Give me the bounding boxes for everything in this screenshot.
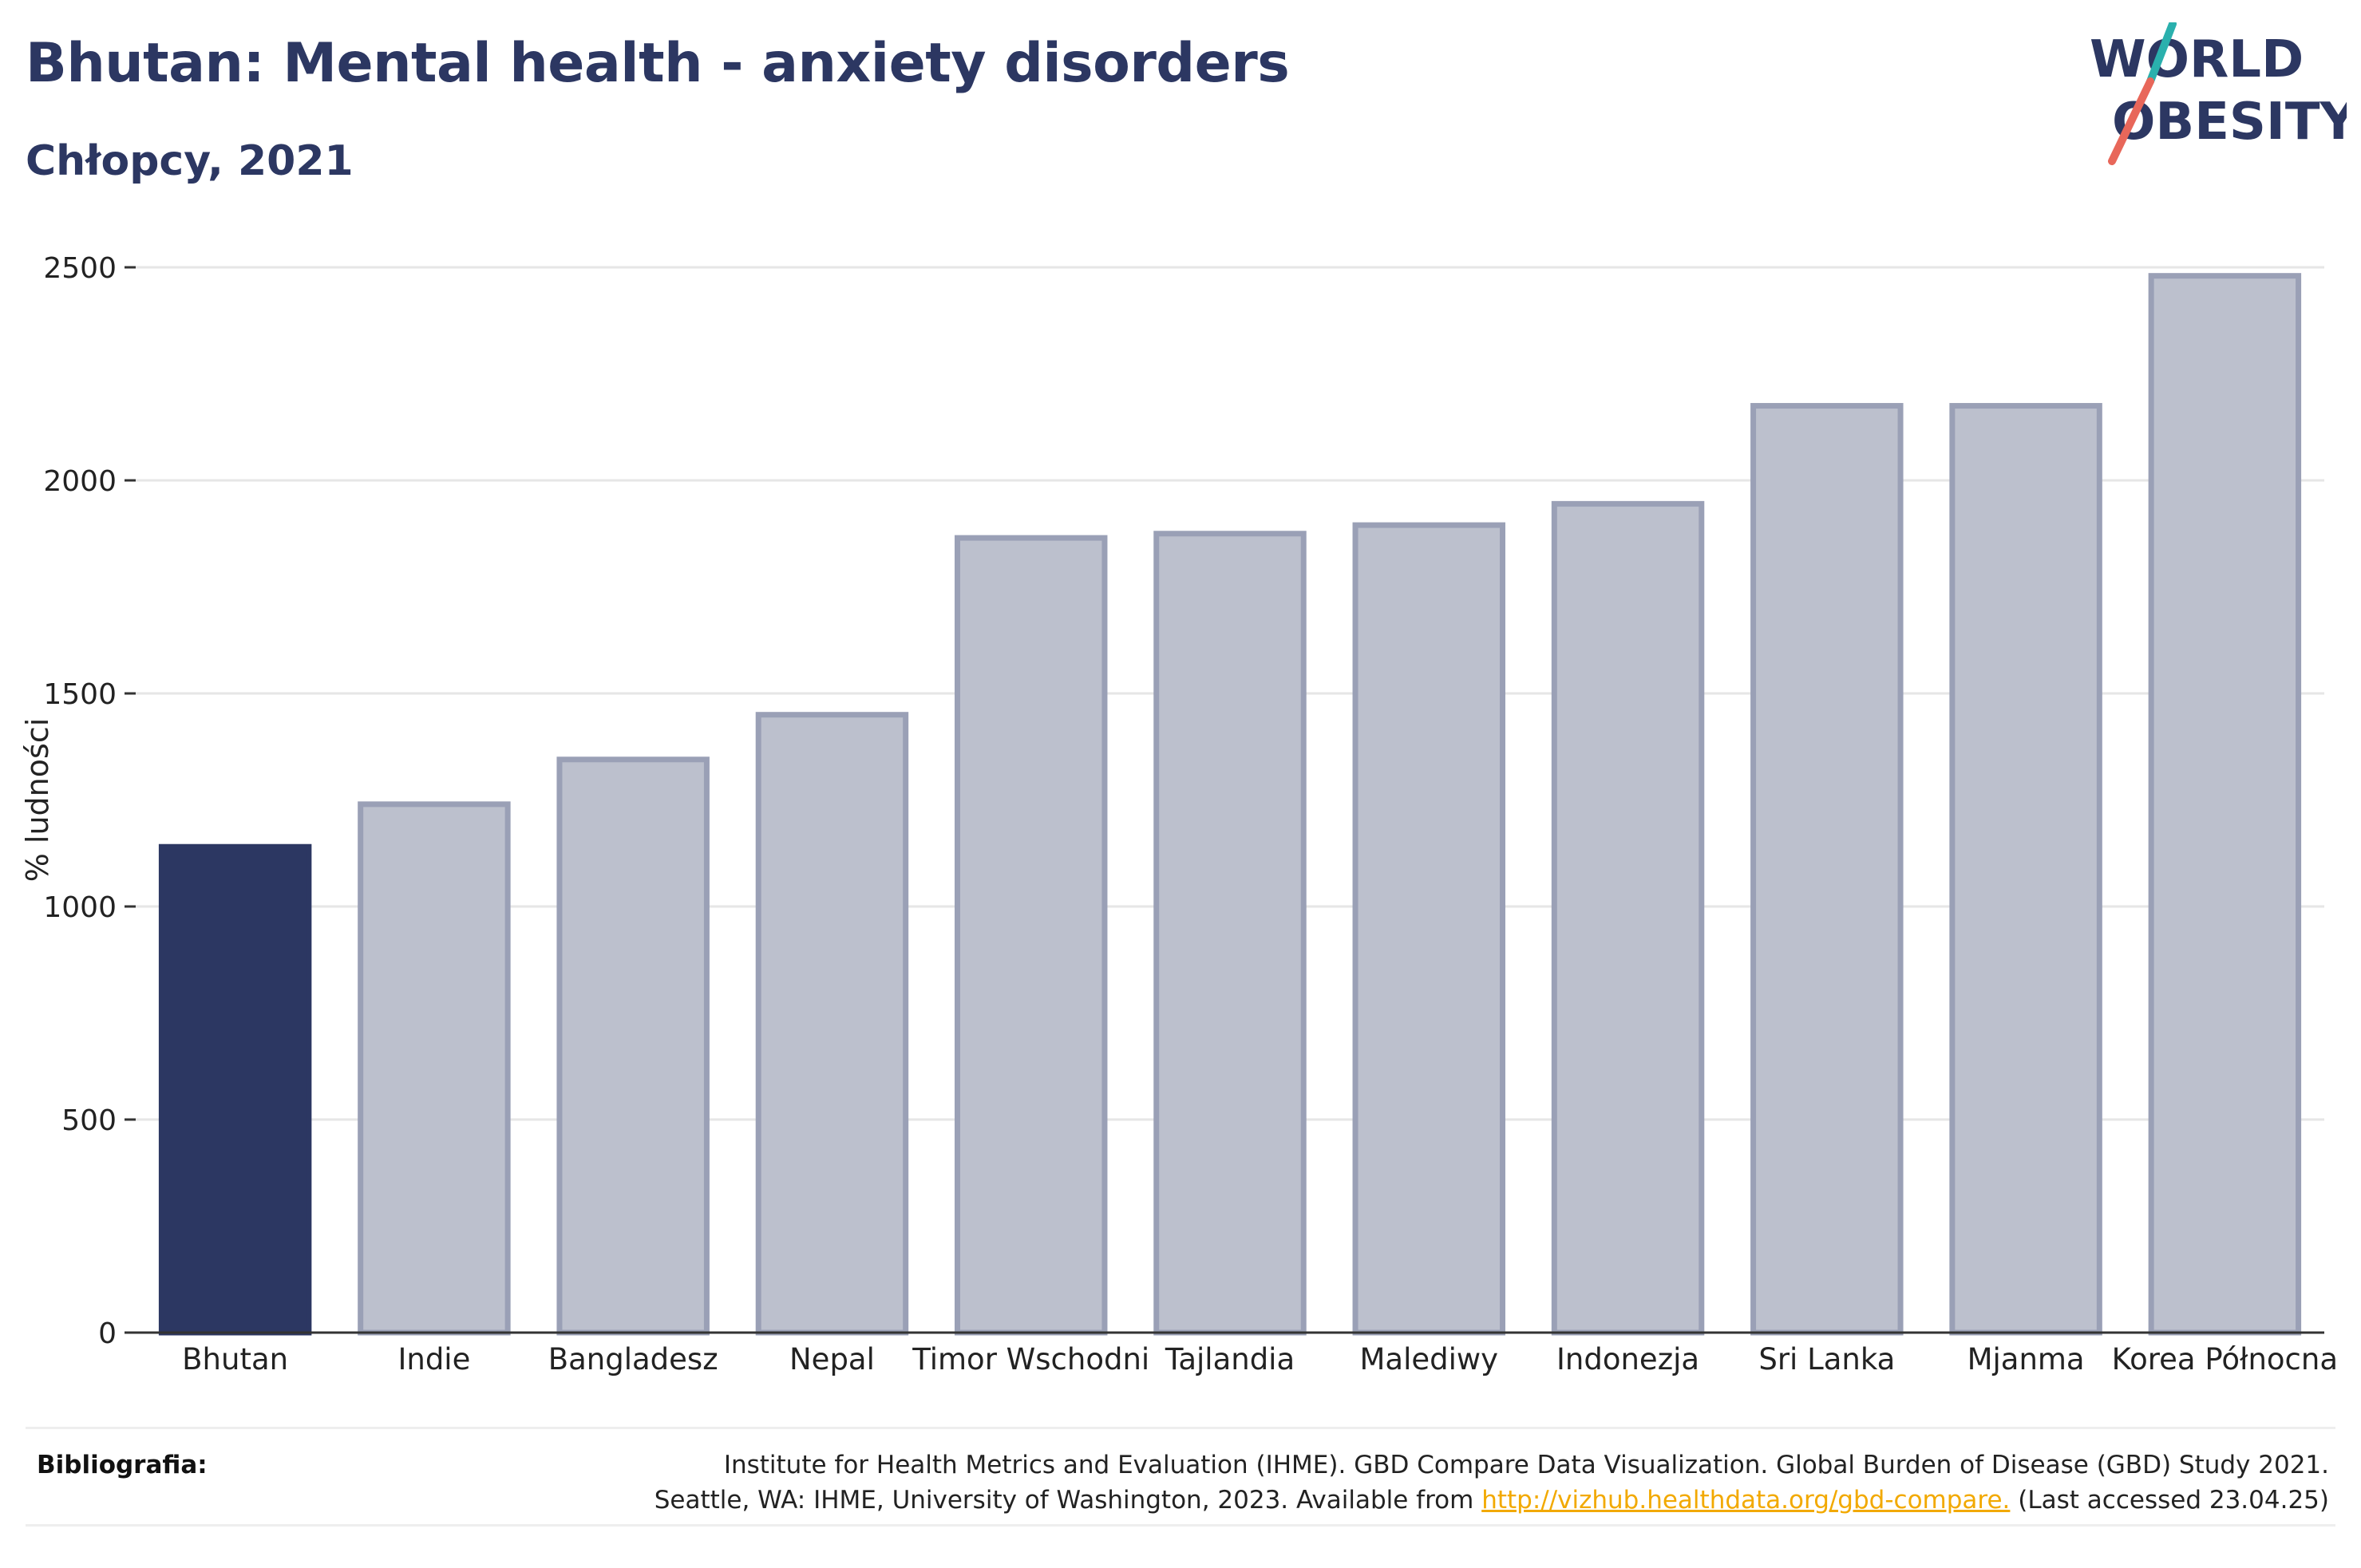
y-tick-label: 500 [61,1104,117,1137]
bibliography-line-2-suffix: (Last accessed 23.04.25) [2010,1486,2329,1515]
bar-bangladesz [556,756,710,1336]
bar-sri-lanka [1750,403,1904,1336]
bar-nepal [755,712,909,1336]
bar-tajlandia [1153,531,1307,1336]
x-tick-label: Indie [397,1342,470,1376]
y-tick-label: 0 [98,1317,117,1350]
bar-bhutan [158,843,312,1336]
y-axis-label: % ludności [20,718,55,883]
bar-korea-północna [2148,273,2302,1336]
footer-divider-top [26,1427,2335,1429]
bar-timor-wschodni [954,535,1108,1336]
bibliography-label: Bibliografia: [37,1451,208,1479]
world-obesity-logo: WORLD OBESITY [2090,22,2347,165]
x-tick-label: Bhutan [182,1342,288,1376]
footer-divider-bottom [26,1524,2335,1527]
bibliography-line-1: Institute for Health Metrics and Evaluat… [723,1451,2329,1479]
logo-slash-top [2146,22,2177,85]
y-tick-label: 2000 [43,465,117,498]
bar-indie [358,801,511,1336]
chart-title: Bhutan: Mental health - anxiety disorder… [26,32,1290,95]
y-tick-label: 1000 [43,891,117,924]
x-tick-label: Korea Północna [2112,1342,2338,1376]
chart-subtitle: Chłopcy, 2021 [26,137,354,185]
bar-mjanma [1949,403,2102,1336]
bibliography-line-2: Seattle, WA: IHME, University of Washing… [655,1483,2329,1518]
logo-slash-bottom [2108,77,2154,165]
x-tick-label: Bangladesz [548,1342,718,1376]
x-tick-label: Sri Lanka [1758,1342,1895,1376]
bar-indonezja [1551,500,1705,1336]
x-tick-labels: Bhutan Indie Bangladesz Nepal Timor Wschodni… [182,1342,2338,1376]
x-tick-label: Indonezja [1556,1342,1699,1376]
logo-text-world: WORLD [2090,30,2304,89]
y-tick-labels: 0 500 1000 1500 2000 2500 [43,252,117,1350]
x-tick-label: Tajlandia [1165,1342,1295,1376]
bars [158,273,2302,1336]
x-tick-label: Timor Wschodni [912,1342,1149,1376]
bibliography-text: Institute for Health Metrics and Evaluat… [655,1448,2329,1518]
x-tick-label: Nepal [789,1342,875,1376]
y-tick-label: 2500 [43,252,117,285]
bar-malediwy [1352,522,1506,1336]
source-link[interactable]: http://vizhub.healthdata.org/gbd-compare… [1481,1486,2011,1515]
y-tick-label: 1500 [43,678,117,711]
bibliography-line-2-prefix: Seattle, WA: IHME, University of Washing… [654,1486,1482,1515]
x-tick-label: Malediwy [1359,1342,1498,1376]
bar-chart: 0 500 1000 1500 2000 2500 Bhutan Indie Banglade… [20,252,2338,1376]
x-tick-label: Mjanma [1968,1342,2085,1376]
logo-text-obesity: OBESITY [2112,93,2347,152]
